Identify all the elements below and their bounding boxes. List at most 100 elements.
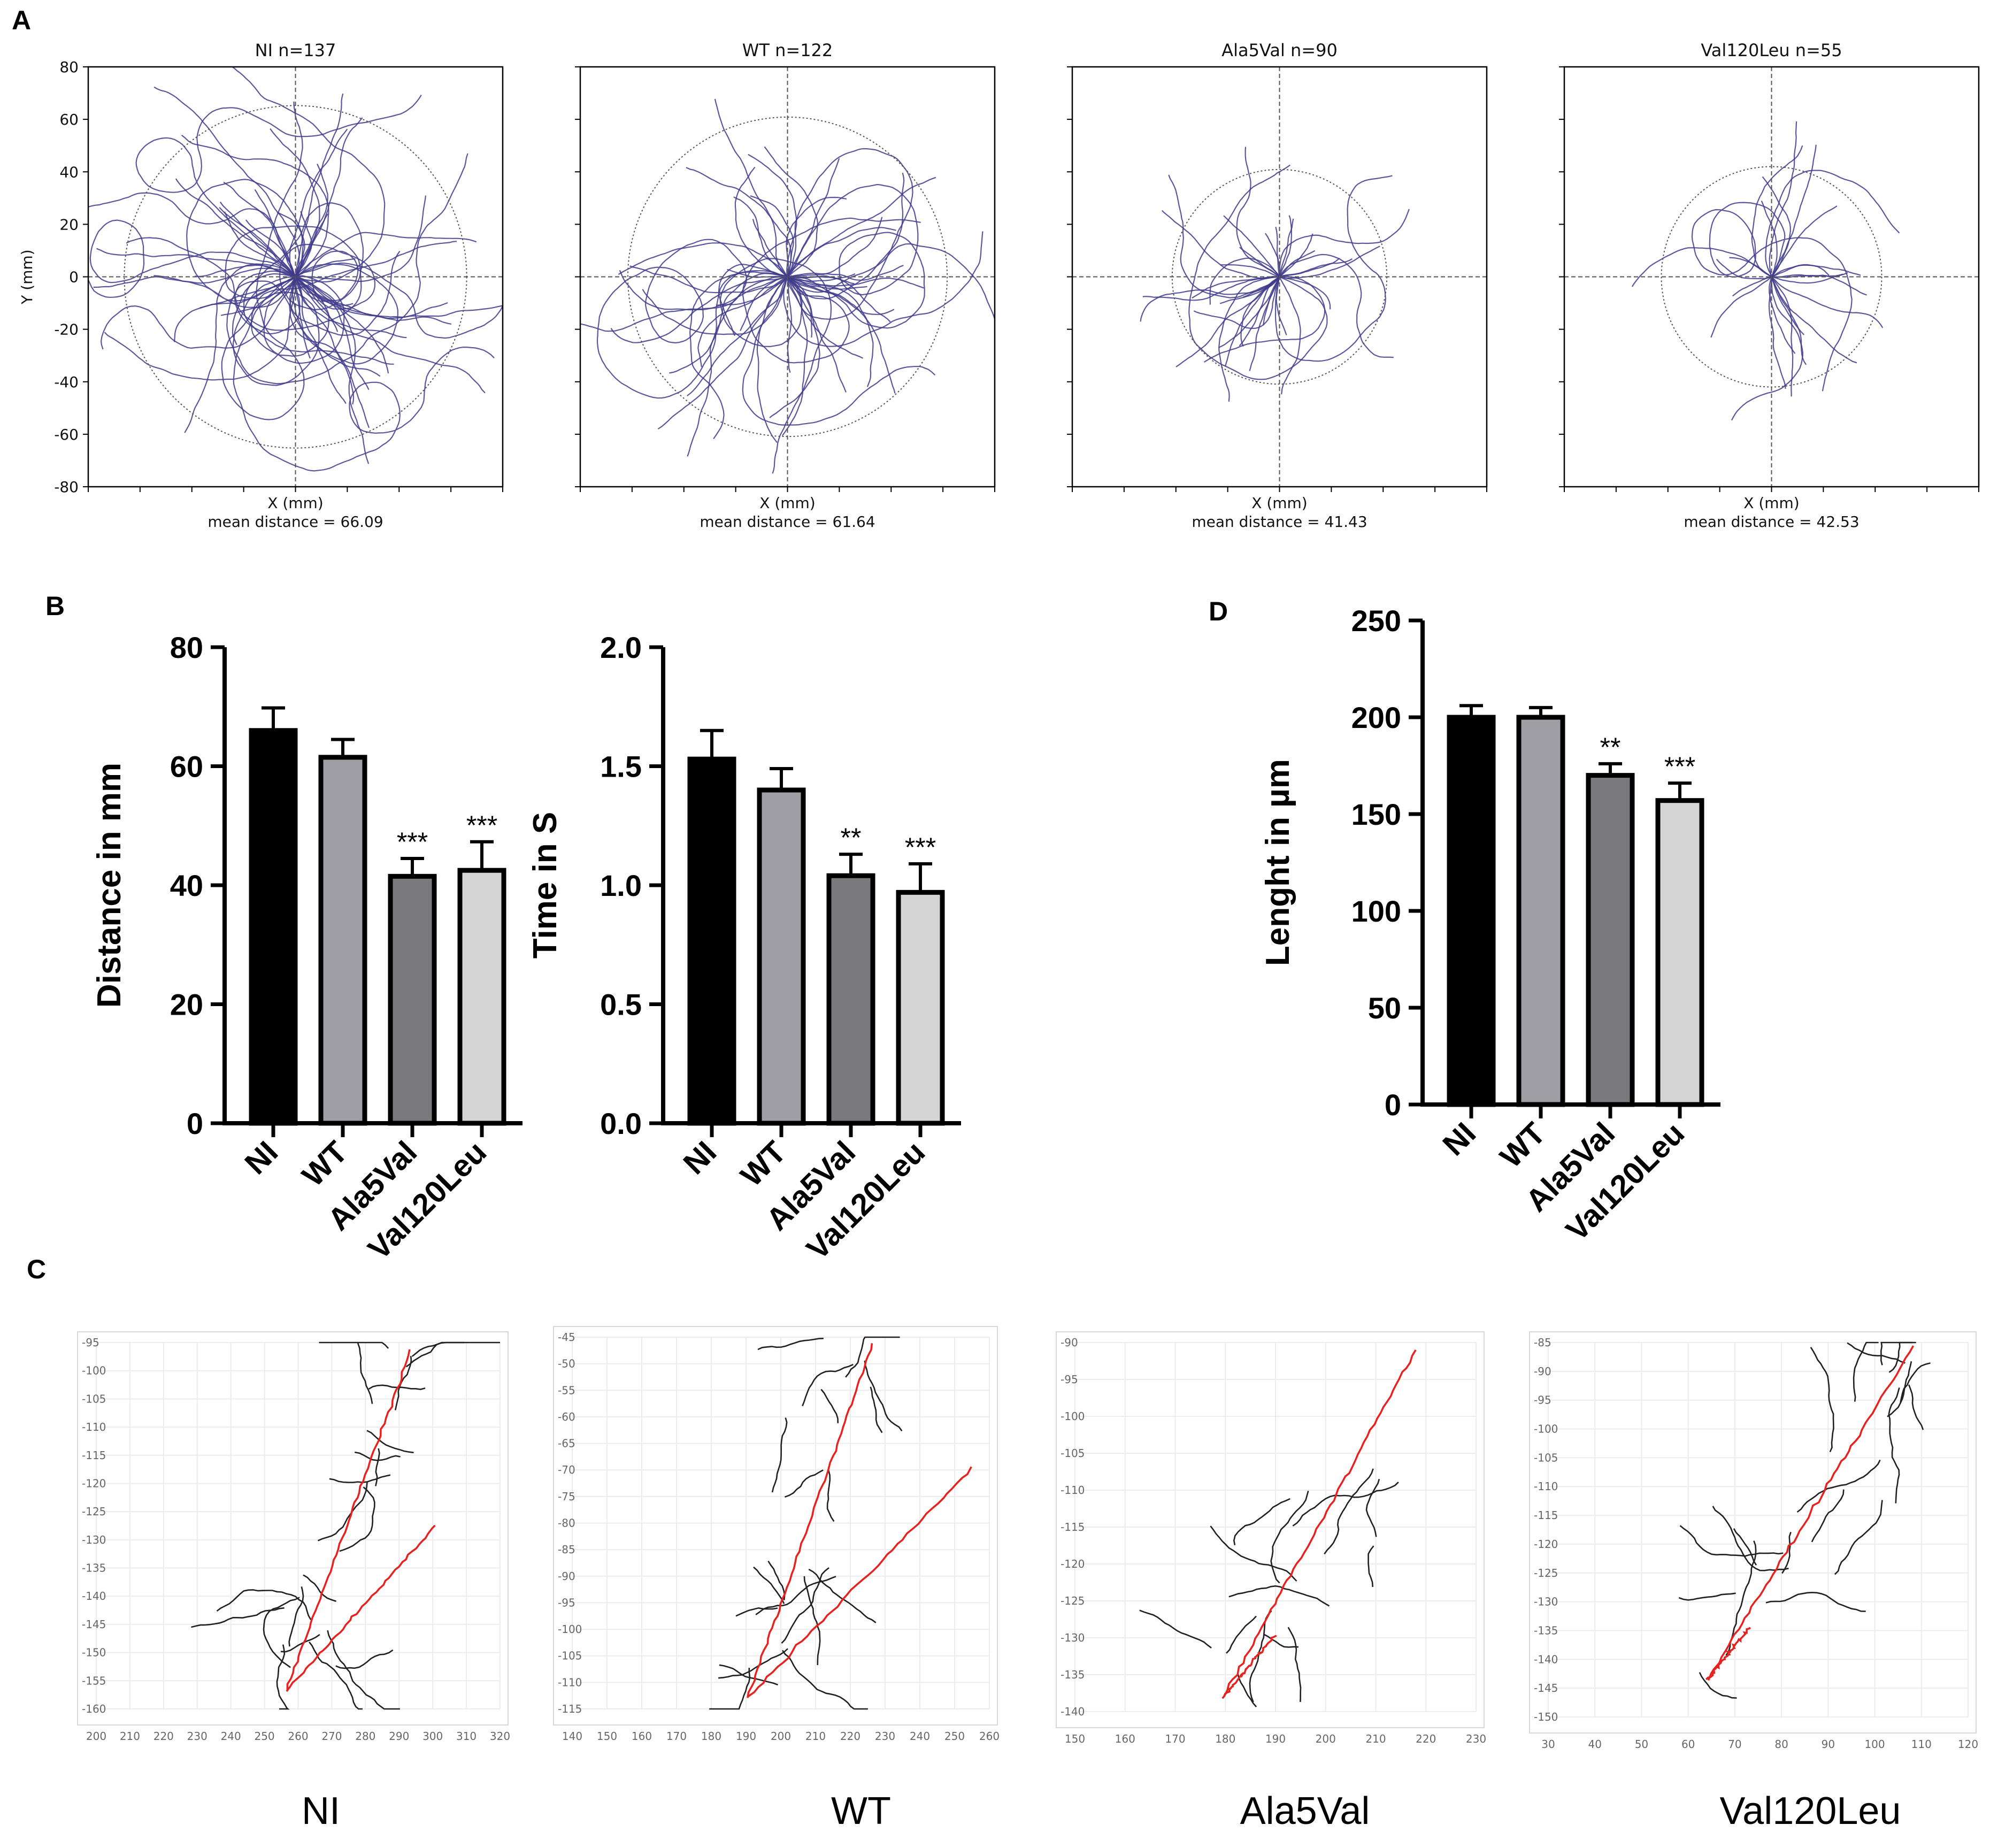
neurite-branch xyxy=(709,1668,751,1710)
significance-marker: ** xyxy=(1600,732,1621,762)
trajectory-track xyxy=(748,154,797,277)
trajectory-track xyxy=(1771,277,1807,365)
x-tick-label: 250 xyxy=(944,1730,965,1743)
x-tick-label: 230 xyxy=(187,1730,208,1743)
trajectory-track xyxy=(687,276,788,457)
trajectory-track xyxy=(1771,272,1848,284)
x-tick-label: 110 xyxy=(1911,1738,1932,1751)
y-tick-label: -90 xyxy=(1534,1365,1551,1378)
y-tick-label: -100 xyxy=(1061,1410,1085,1423)
trajectory-track xyxy=(1161,210,1280,279)
neurite-branch xyxy=(276,1644,290,1710)
x-tick-label: 180 xyxy=(701,1730,721,1743)
y-tick-label: -60 xyxy=(54,426,79,443)
secondary-axon-trace xyxy=(1221,1635,1277,1699)
x-tick-label: 100 xyxy=(1864,1738,1885,1751)
trajectory-track xyxy=(787,276,813,338)
neurite-branch xyxy=(1796,1459,1881,1513)
y-tick-label: -85 xyxy=(558,1543,575,1556)
neurite-branch xyxy=(755,1576,836,1615)
trajectory-track xyxy=(787,276,874,387)
x-tick-label: 90 xyxy=(1822,1738,1835,1751)
y-tick-label: -140 xyxy=(1534,1653,1558,1666)
trajectory-track xyxy=(1279,277,1301,395)
x-tick-label: 170 xyxy=(666,1730,687,1743)
trajectory-track xyxy=(1751,145,1803,278)
neurite-branch xyxy=(784,1469,824,1498)
neurite-branch xyxy=(845,1336,900,1378)
y-tick-label: -115 xyxy=(558,1703,582,1715)
trajectory-tracks xyxy=(580,98,995,474)
trajectory-track xyxy=(742,148,936,426)
trajectory-track xyxy=(714,98,788,278)
mean-distance-circle xyxy=(627,116,948,438)
x-tick-label: 150 xyxy=(597,1730,617,1743)
neurite-branch xyxy=(1847,1342,1906,1364)
trajectory-track xyxy=(1209,257,1280,305)
y-tick-label: -80 xyxy=(54,478,79,496)
neurite-branch xyxy=(319,1341,389,1349)
primary-axon-trace xyxy=(1707,1345,1915,1681)
neurite-branch xyxy=(216,1589,312,1620)
neurite-branch xyxy=(1237,1673,1257,1707)
y-tick-label: -110 xyxy=(82,1421,106,1433)
neurite-branch xyxy=(1270,1490,1309,1584)
x-tick-label: 250 xyxy=(254,1730,274,1743)
category-label: NI xyxy=(238,1134,285,1181)
trajectory-track xyxy=(1218,276,1280,402)
neurite-branch xyxy=(1853,1341,1879,1402)
neurite-branch xyxy=(1908,1384,1924,1430)
y-tick-label: -40 xyxy=(54,373,79,391)
y-tick-label: -20 xyxy=(54,321,79,339)
bar-ala5val xyxy=(826,873,875,1126)
trajectory-track xyxy=(1765,170,1900,277)
neurite-branch xyxy=(303,1574,336,1602)
plot-title: WT n=122 xyxy=(742,40,833,60)
trajectory-track xyxy=(1761,201,1778,277)
y-tick-label: -95 xyxy=(558,1596,575,1609)
y-tick-label: -105 xyxy=(558,1650,582,1662)
significance-marker: *** xyxy=(466,810,497,840)
neurite-branch xyxy=(1880,1341,1912,1366)
plot-frame xyxy=(553,1326,998,1726)
neurite-branch xyxy=(735,1607,778,1617)
y-tick-label: -105 xyxy=(1061,1447,1085,1460)
significance-marker: *** xyxy=(1664,752,1695,781)
secondary-axon-trace xyxy=(286,1524,436,1692)
neurite-branch xyxy=(1367,1545,1374,1588)
trajectory-track xyxy=(787,276,895,315)
x-tick-label: 220 xyxy=(1416,1732,1436,1745)
neurite-branch xyxy=(339,1486,375,1552)
y-tick-label: -155 xyxy=(82,1674,106,1687)
trajectory-track xyxy=(657,276,788,430)
trajectory-track xyxy=(1631,247,1772,287)
y-tick-label: -70 xyxy=(558,1463,575,1476)
y-tick-label: -60 xyxy=(558,1410,575,1423)
trajectory-track xyxy=(787,277,863,359)
trajectory-track xyxy=(781,276,808,436)
neurite-branch xyxy=(1233,1498,1290,1546)
neurite-branch xyxy=(327,1630,400,1710)
y-tick-label: -100 xyxy=(82,1364,106,1377)
trajectory-track xyxy=(1769,277,1796,354)
y-tick-label: -110 xyxy=(558,1676,582,1689)
trajectory-track xyxy=(787,277,793,373)
neurite-branch xyxy=(1324,1468,1374,1555)
trajectory-plot-a4: Val120Leu n=55 X (mm)mean distance = 42.5… xyxy=(1559,40,1980,531)
x-axis-label: X (mm) xyxy=(759,494,815,512)
trajectory-plot-a1: 80 60 40 20 0 -20 -40 -60 -80 Y (mm) NI n=137 X (mm… xyxy=(18,40,504,531)
trajectory-track xyxy=(1716,258,1772,280)
bar-ni xyxy=(1447,715,1496,1107)
trajectory-track xyxy=(93,267,296,288)
y-tick-label: -90 xyxy=(1061,1336,1078,1349)
trajectory-track xyxy=(270,128,320,277)
y-tick-label: -130 xyxy=(82,1533,106,1546)
trajectory-track xyxy=(220,276,296,316)
neurite-branch xyxy=(368,1384,426,1390)
trajectory-track xyxy=(787,275,891,323)
neurite-branch xyxy=(317,1481,368,1542)
trajectory-track xyxy=(629,265,788,294)
x-tick-label: 230 xyxy=(875,1730,895,1743)
mean-distance-circle xyxy=(124,105,467,449)
y-tick-label: 0 xyxy=(1385,1088,1401,1122)
